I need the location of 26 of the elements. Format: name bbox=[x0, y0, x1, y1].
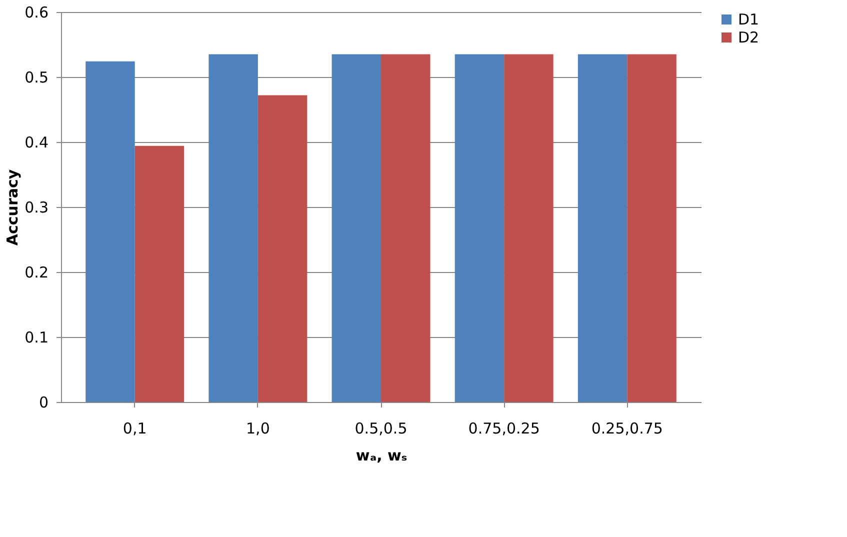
x-tick-label: 1,0 bbox=[246, 420, 270, 438]
bar bbox=[134, 146, 184, 402]
legend-label: D2 bbox=[738, 28, 760, 46]
y-tick-label: 0.4 bbox=[24, 134, 48, 152]
y-axis-title: Accuracy bbox=[4, 169, 22, 246]
x-tick-label: 0.5,0.5 bbox=[354, 420, 408, 438]
bar bbox=[332, 54, 381, 402]
bar bbox=[208, 54, 258, 402]
bar bbox=[504, 54, 554, 402]
x-tick-label: 0.75,0.25 bbox=[468, 420, 540, 438]
legend-label: D1 bbox=[738, 10, 760, 28]
y-tick-label: 0.5 bbox=[24, 68, 48, 86]
y-tick-label: 0.3 bbox=[24, 198, 48, 216]
x-tick-label: 0,1 bbox=[122, 420, 147, 438]
y-tick-label: 0.2 bbox=[24, 264, 48, 282]
bar bbox=[578, 54, 628, 402]
y-tick-label: 0 bbox=[38, 394, 48, 412]
bar bbox=[258, 95, 308, 402]
bar bbox=[381, 54, 430, 402]
x-tick-label: 0.25,0.75 bbox=[591, 420, 663, 438]
x-axis-title: wₐ, wₛ bbox=[356, 446, 408, 464]
y-tick-label: 0.1 bbox=[24, 328, 48, 346]
bar bbox=[86, 61, 135, 402]
bar bbox=[454, 54, 504, 402]
y-tick-label: 0.6 bbox=[24, 4, 48, 22]
bar bbox=[627, 54, 676, 402]
